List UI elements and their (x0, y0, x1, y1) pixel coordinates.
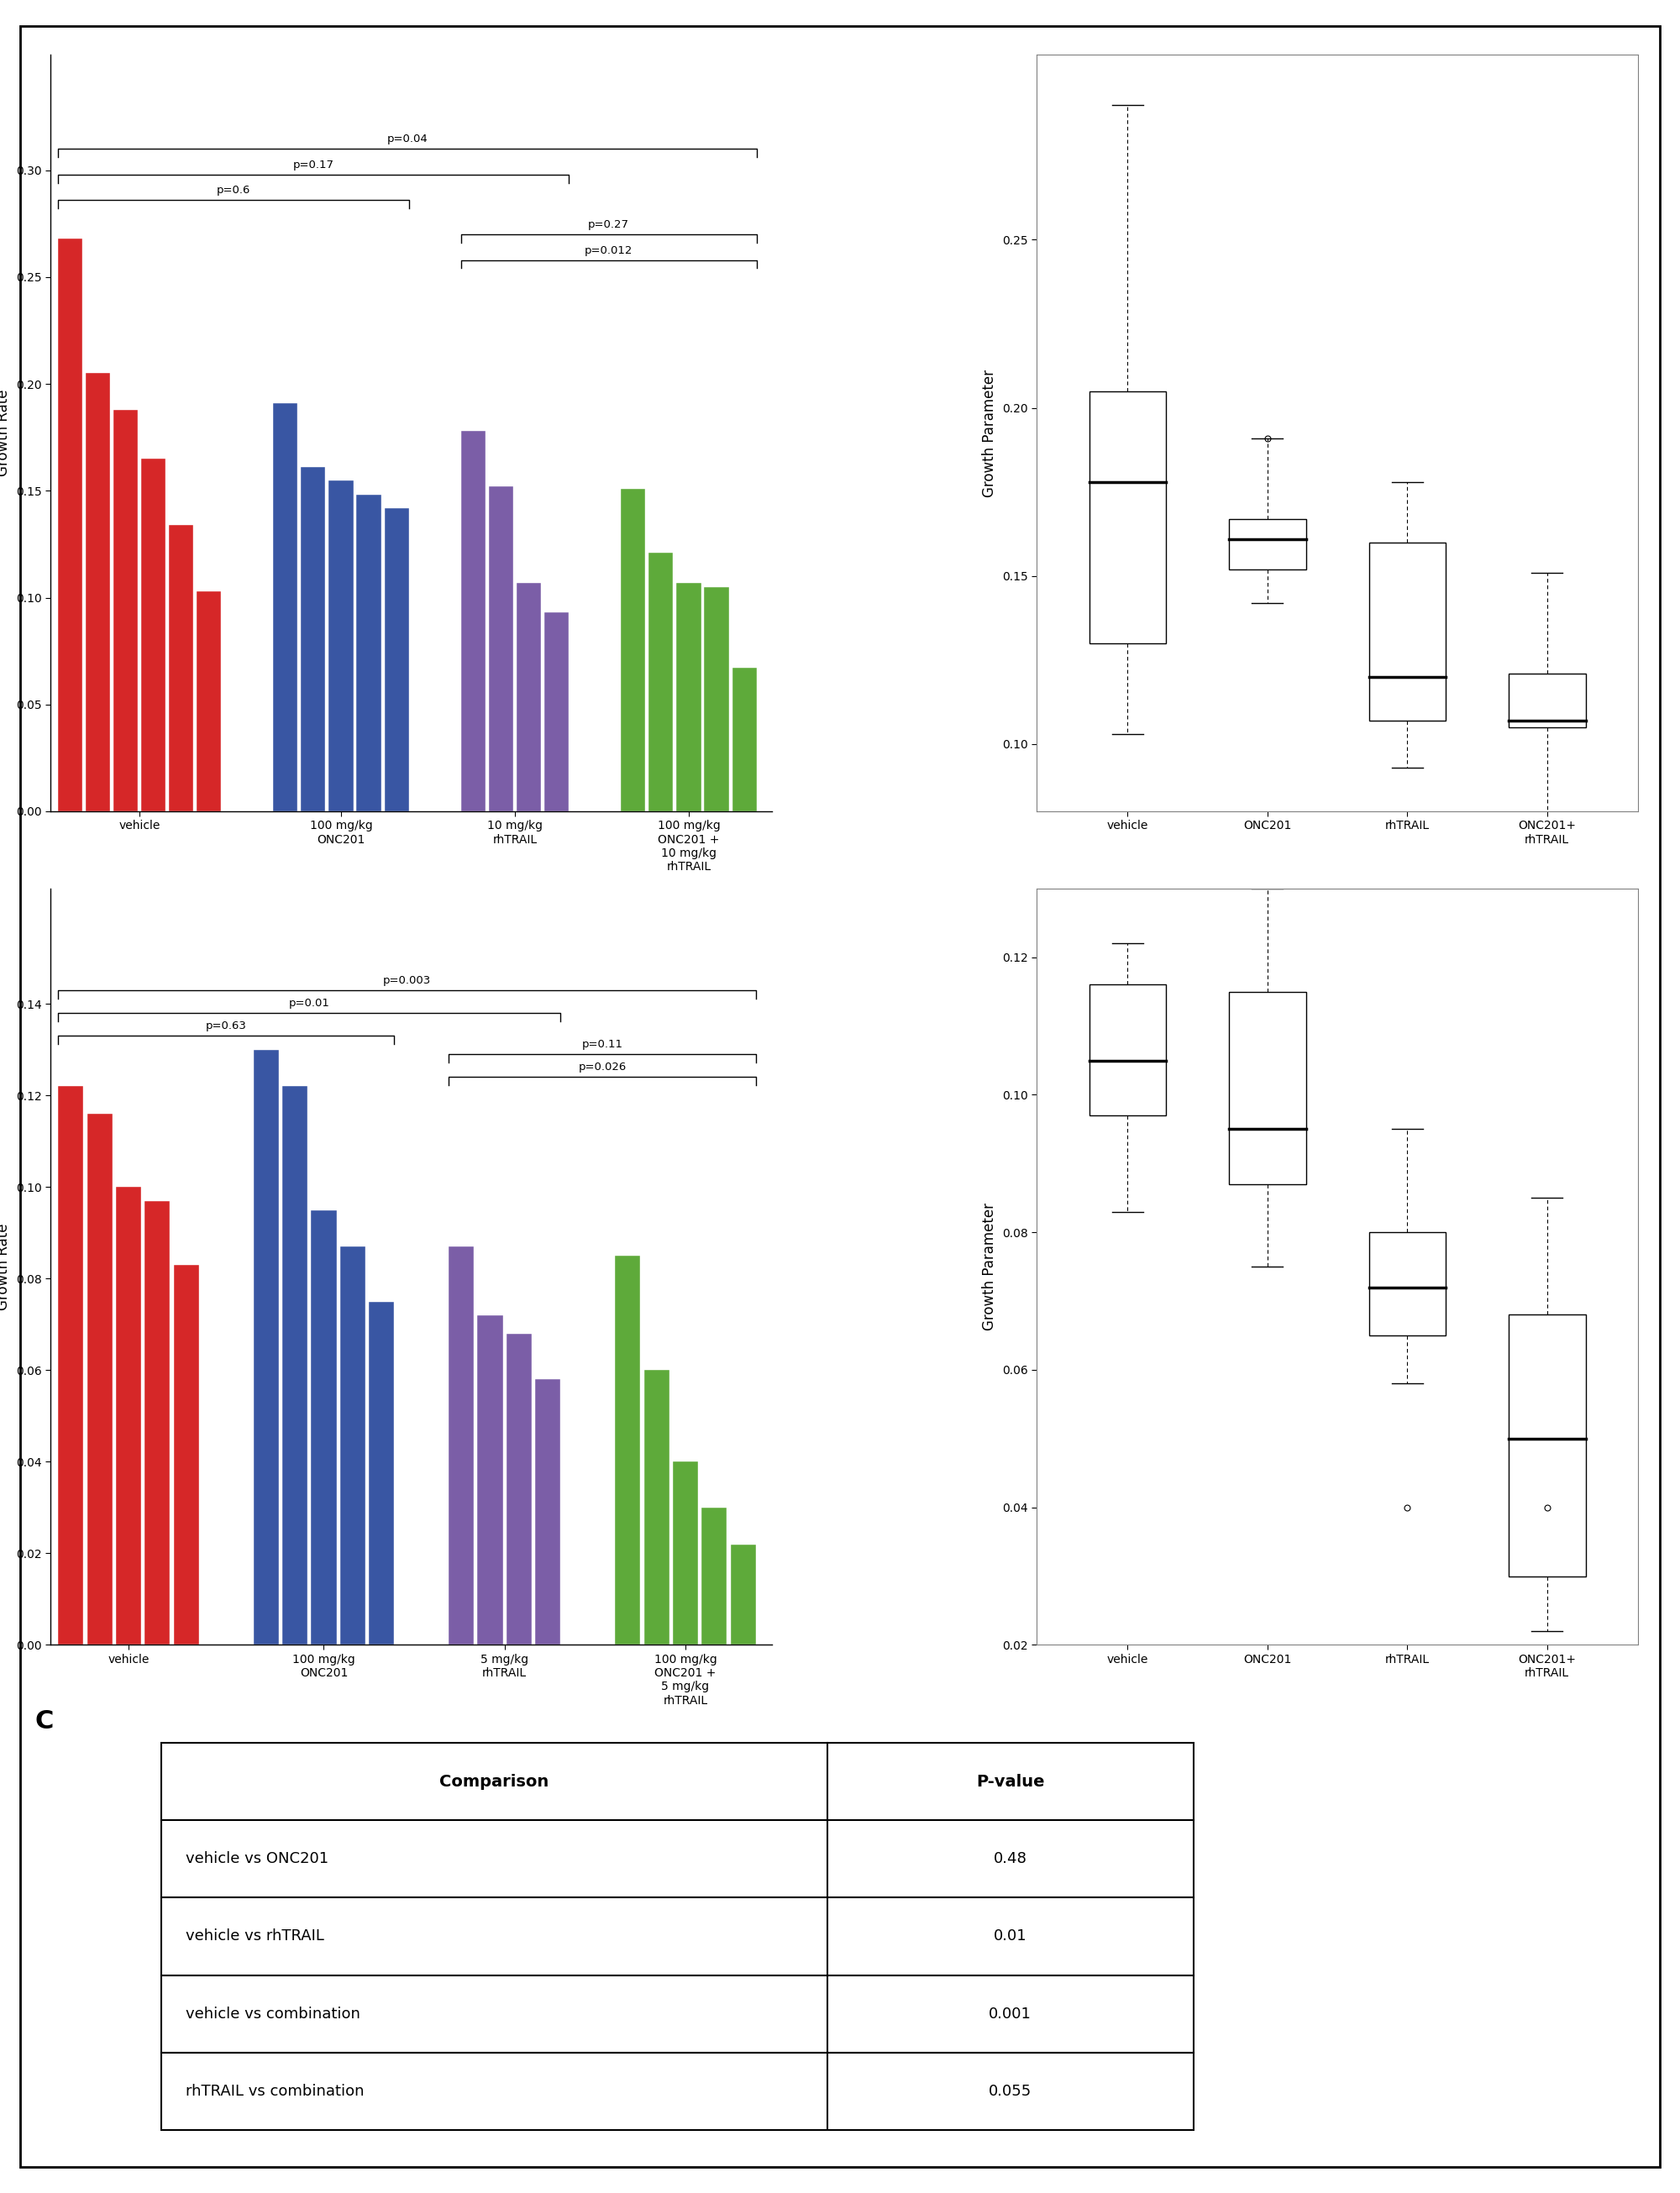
Bar (704, 588, 729, 811)
Bar (161, 2053, 1193, 2129)
Bar (449, 1246, 474, 1645)
Bar (731, 1544, 756, 1645)
Bar (1230, 991, 1305, 1184)
Bar (356, 496, 381, 811)
Text: 0.055: 0.055 (990, 2083, 1032, 2099)
Bar (370, 1300, 395, 1645)
Text: C: C (35, 1711, 54, 1735)
Bar (57, 239, 82, 811)
Bar (339, 1246, 365, 1645)
Bar (87, 1114, 113, 1645)
Text: p=0.17: p=0.17 (292, 160, 334, 171)
Bar (311, 1211, 336, 1645)
Bar (116, 1186, 141, 1645)
Text: P-value: P-value (976, 1774, 1045, 1789)
Bar (161, 1897, 1193, 1976)
Bar (615, 1257, 640, 1645)
Text: vehicle vs rhTRAIL: vehicle vs rhTRAIL (185, 1930, 324, 1943)
Bar (643, 1371, 669, 1645)
Text: vehicle vs combination: vehicle vs combination (185, 2007, 360, 2022)
Bar (622, 489, 645, 811)
Bar (254, 1050, 279, 1645)
Bar (477, 1316, 502, 1645)
Bar (1230, 520, 1305, 570)
Bar (168, 524, 193, 811)
Y-axis label: Growth Rate: Growth Rate (0, 1224, 12, 1309)
Bar (329, 480, 353, 811)
Bar (460, 432, 486, 811)
Y-axis label: Growth Parameter: Growth Parameter (983, 368, 998, 498)
Bar (1509, 1316, 1586, 1577)
Text: p=0.012: p=0.012 (585, 246, 633, 257)
Text: p=0.11: p=0.11 (581, 1039, 623, 1050)
Bar (161, 1820, 1193, 1897)
Text: 0.48: 0.48 (993, 1851, 1026, 1866)
Y-axis label: Growth Rate: Growth Rate (0, 390, 12, 476)
Bar (161, 1976, 1193, 2053)
Bar (1369, 1232, 1446, 1336)
Bar (86, 373, 109, 811)
Text: p=0.01: p=0.01 (289, 998, 329, 1009)
Bar (489, 487, 512, 811)
Text: Comparison: Comparison (440, 1774, 549, 1789)
Y-axis label: Growth Parameter: Growth Parameter (983, 1204, 998, 1331)
Bar (59, 1086, 84, 1645)
Bar (197, 592, 222, 811)
Text: 0.01: 0.01 (993, 1930, 1026, 1943)
Text: p=0.003: p=0.003 (383, 976, 432, 987)
Bar (282, 1086, 307, 1645)
Text: 0.001: 0.001 (990, 2007, 1032, 2022)
Bar (544, 612, 570, 811)
Text: p=0.04: p=0.04 (386, 134, 428, 145)
Bar (301, 467, 326, 811)
Bar (506, 1333, 533, 1645)
Bar (173, 1265, 198, 1645)
Bar (648, 553, 674, 811)
Text: rhTRAIL vs combination: rhTRAIL vs combination (185, 2083, 365, 2099)
Bar (1369, 542, 1446, 721)
Bar (732, 669, 756, 811)
Text: p=0.6: p=0.6 (217, 184, 250, 195)
Text: p=0.63: p=0.63 (205, 1020, 247, 1031)
Bar (274, 404, 297, 811)
Bar (516, 583, 541, 811)
Bar (702, 1507, 727, 1645)
Text: p=0.27: p=0.27 (588, 219, 630, 230)
Bar (1089, 985, 1166, 1116)
Bar (536, 1379, 561, 1645)
Bar (113, 410, 138, 811)
Bar (1089, 390, 1166, 643)
Bar (385, 509, 408, 811)
Bar (677, 583, 701, 811)
Bar (672, 1463, 699, 1645)
Bar (141, 458, 165, 811)
Bar (161, 1743, 1193, 1820)
Text: vehicle vs ONC201: vehicle vs ONC201 (185, 1851, 328, 1866)
Text: p=0.026: p=0.026 (578, 1061, 627, 1072)
Bar (1509, 673, 1586, 728)
Bar (144, 1202, 170, 1645)
